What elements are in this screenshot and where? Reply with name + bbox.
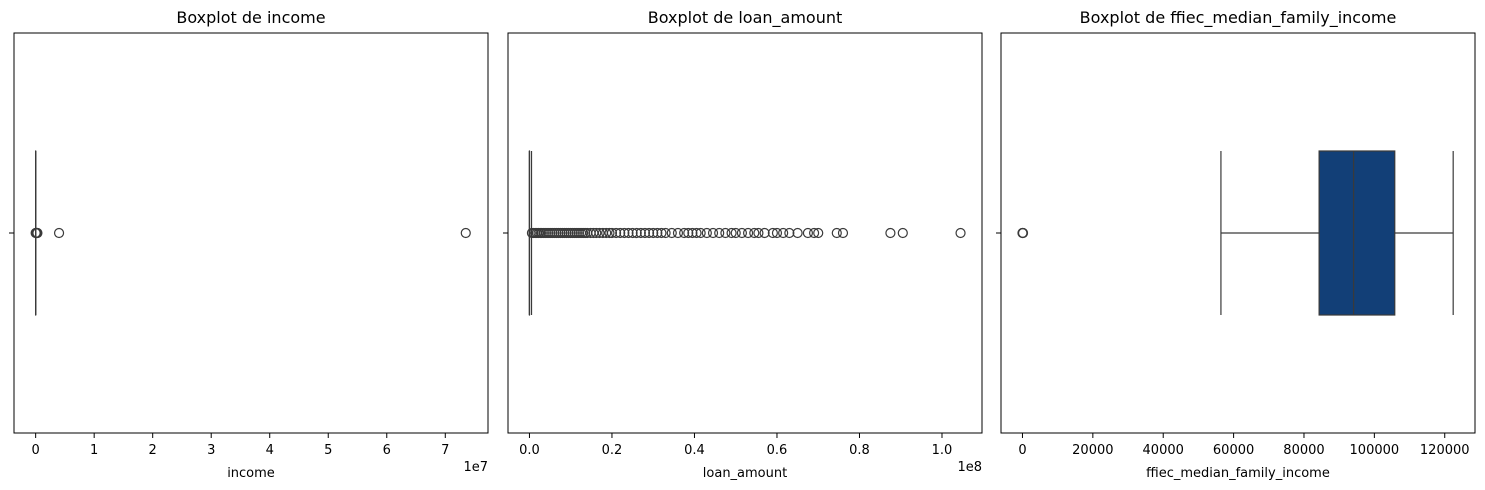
- outlier-point: [759, 227, 770, 239]
- x-tick-label: 100000: [1350, 443, 1400, 458]
- outlier-point: [635, 227, 646, 239]
- axis-offset-label: 1e8: [957, 460, 982, 475]
- outlier-point: [660, 227, 671, 239]
- outlier-point: [679, 227, 690, 239]
- chart-title: Boxplot de income: [176, 8, 325, 27]
- outlier-point: [714, 227, 725, 239]
- outlier-point: [53, 227, 65, 239]
- outlier-point: [619, 227, 630, 239]
- x-axis-label: ffiec_median_family_income: [1146, 466, 1330, 481]
- x-tick-label: 40000: [1143, 443, 1184, 458]
- outlier-point: [753, 227, 764, 239]
- x-tick-label: 4: [266, 443, 274, 458]
- outlier-point: [683, 227, 694, 239]
- outlier-point: [767, 227, 778, 239]
- outlier-point: [672, 227, 684, 239]
- outlier-point: [666, 227, 677, 239]
- outlier-point: [808, 227, 820, 239]
- outlier-point: [730, 227, 741, 239]
- outlier-point: [837, 227, 849, 239]
- x-tick-label: 3: [207, 443, 215, 458]
- outlier-point: [771, 227, 783, 239]
- outlier-point: [784, 227, 795, 239]
- outlier-point: [623, 227, 634, 239]
- x-tick-label: 120000: [1420, 443, 1470, 458]
- outlier-point: [720, 227, 731, 239]
- outlier-point: [610, 227, 622, 239]
- x-tick-label: 5: [324, 443, 332, 458]
- plot-frame: [13, 32, 489, 434]
- outlier-point: [802, 227, 814, 239]
- outlier-point: [460, 227, 471, 239]
- outlier-point: [691, 227, 702, 239]
- outlier-point: [639, 227, 651, 239]
- x-tick-label: 0.4: [684, 443, 705, 458]
- outlier-point: [594, 227, 605, 239]
- chart-panel-2: Boxplot de loan_amount 0.0 0.2 0.4 0.6 0.8 1.0…: [503, 8, 983, 481]
- outlier-point: [656, 227, 667, 239]
- outlier-point: [792, 227, 803, 239]
- outlier-point: [652, 227, 663, 239]
- x-tick-label: 1: [90, 443, 98, 458]
- x-tick-label: 7: [441, 443, 449, 458]
- chart-panel-3: Boxplot de ffiec_median_family_income 0 20…: [996, 8, 1476, 481]
- outlier-point: [604, 227, 615, 239]
- outlier-point: [736, 227, 748, 239]
- outlier-point: [631, 227, 642, 239]
- outlier-point: [955, 227, 966, 239]
- x-tick-label: 80000: [1283, 443, 1324, 458]
- outlier-point: [778, 227, 789, 239]
- x-tick-label: 60000: [1213, 443, 1254, 458]
- outlier-point: [32, 227, 43, 239]
- outlier-point: [897, 227, 908, 239]
- x-tick-label: 1.0: [932, 443, 953, 458]
- x-tick-label: 0.8: [849, 443, 870, 458]
- axis-offset-label: 1e7: [463, 460, 488, 475]
- outlier-point: [695, 227, 706, 239]
- x-tick-label: 0: [32, 443, 40, 458]
- box-iqr: [1318, 150, 1396, 316]
- outlier-point: [742, 227, 754, 239]
- x-tick-label: 0.0: [519, 443, 540, 458]
- outlier-point: [643, 227, 655, 239]
- outlier-point: [831, 227, 842, 239]
- chart-title: Boxplot de ffiec_median_family_income: [1080, 8, 1397, 28]
- x-axis-label: loan_amount: [703, 466, 787, 481]
- outlier-point: [591, 227, 602, 239]
- outlier-point: [885, 227, 896, 239]
- x-tick-label: 0.2: [602, 443, 623, 458]
- x-tick-label: 20000: [1072, 443, 1113, 458]
- outlier-point: [601, 227, 612, 239]
- outlier-point: [627, 227, 638, 239]
- outlier-point: [606, 227, 618, 239]
- chart-panel-1: Boxplot de income 0 1 2 3 4 5 6 7 1e7 income: [9, 8, 489, 481]
- chart-title: Boxplot de loan_amount: [648, 8, 843, 28]
- x-axis-label: income: [227, 466, 275, 481]
- outlier-point: [749, 227, 760, 239]
- outlier-point: [701, 227, 712, 239]
- outlier-point: [1017, 227, 1029, 239]
- outlier-point: [615, 227, 626, 239]
- x-tick-label: 2: [149, 443, 157, 458]
- x-tick-label: 0: [1018, 443, 1026, 458]
- outlier-point: [707, 227, 719, 239]
- x-tick-label: 6: [383, 443, 391, 458]
- outlier-point: [648, 227, 659, 239]
- outlier-point: [687, 227, 698, 239]
- x-tick-label: 0.6: [767, 443, 788, 458]
- outlier-point: [726, 227, 737, 239]
- outlier-point: [813, 227, 824, 239]
